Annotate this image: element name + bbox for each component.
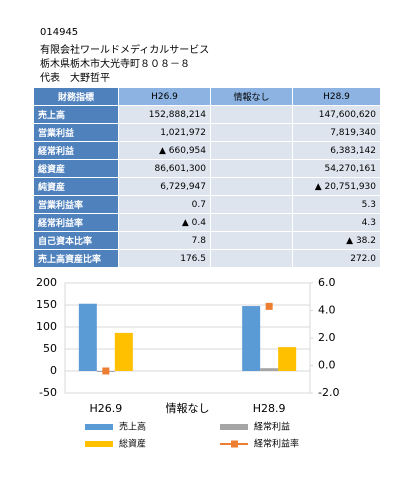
company: 有限会社ワールドメディカルサービス — [40, 45, 210, 56]
y-tick-label: 100 — [36, 320, 57, 333]
row-label: 自己資本比率 — [33, 231, 119, 250]
cell: 5.3 — [292, 195, 381, 214]
row-label: 営業利益率 — [33, 195, 119, 214]
bar — [78, 303, 97, 371]
cell: 1,021,972 — [118, 123, 211, 142]
financial-table: 財務指標 H26.9 情報なし H28.9 売上高 152,888,214 147,600,… — [33, 87, 381, 268]
legend-swatch — [85, 441, 113, 447]
cell — [210, 123, 293, 142]
cell: H28.9 — [292, 87, 381, 106]
y-tick-label: -50 — [39, 386, 57, 399]
cell: ▲ 660,954 — [118, 141, 211, 160]
legend-swatch — [220, 424, 248, 430]
y-tick-label: 50 — [43, 342, 57, 355]
cell: 152,888,214 — [118, 105, 211, 124]
row-label: 財務指標 — [33, 87, 119, 106]
cell: 54,270,161 — [292, 159, 381, 178]
row-label: 売上高 — [33, 105, 119, 124]
marker — [102, 367, 110, 375]
bar — [278, 347, 297, 371]
y2-tick-label: -2.0 — [318, 386, 339, 399]
cell: 0.7 — [118, 195, 211, 214]
legend-swatch — [231, 440, 238, 448]
cell: 情報なし — [210, 87, 293, 106]
marker — [265, 302, 273, 310]
row-label: 純資産 — [33, 177, 119, 196]
cell: 6,729,947 — [118, 177, 211, 196]
cell — [210, 177, 293, 196]
row-label: 経常利益率 — [33, 213, 119, 232]
cell: 176.5 — [118, 249, 211, 268]
chart: -50 0 50 100 150 200 -2.0 0.0 2.0 4.0 6.0 H26.9 情報なし… — [36, 276, 339, 450]
table-row: 純資産 6,729,947 ▲ 20,751,930 — [33, 177, 381, 196]
cell: ▲ 20,751,930 — [292, 177, 381, 196]
cell: 86,601,300 — [118, 159, 211, 178]
y2-tick-label: 0.0 — [318, 359, 336, 372]
y-tick-label: 150 — [36, 298, 57, 311]
legend-label: 経常利益 — [254, 421, 290, 433]
cell: 272.0 — [292, 249, 381, 268]
table-row: 営業利益率 0.7 5.3 — [33, 195, 381, 214]
cell: 7.8 — [118, 231, 211, 250]
cell: 6,383,142 — [292, 141, 381, 160]
bar — [260, 368, 279, 371]
table-row: 売上高 152,888,214 147,600,620 — [33, 105, 381, 124]
y-tick-label: 200 — [36, 276, 57, 289]
y2-tick-label: 2.0 — [318, 331, 336, 344]
cell — [210, 195, 293, 214]
x-tick-label: 情報なし — [166, 402, 210, 415]
cell — [210, 159, 293, 178]
table-row: 経常利益 ▲ 660,954 6,383,142 — [33, 141, 381, 160]
y2-tick-label: 6.0 — [318, 276, 336, 289]
table-row: 総資産 86,601,300 54,270,161 — [33, 159, 381, 178]
cell: ▲ 38.2 — [292, 231, 381, 250]
cell: ▲ 0.4 — [118, 213, 211, 232]
legend-label: 売上高 — [119, 421, 146, 433]
table-row: 営業利益 1,021,972 7,819,340 — [33, 123, 381, 142]
cell — [210, 231, 293, 250]
legend-label: 総資産 — [119, 438, 146, 450]
x-tick-label: H28.9 — [253, 402, 286, 415]
cell: 4.3 — [292, 213, 381, 232]
bar — [242, 306, 261, 371]
table-row: 売上高資産比率 176.5 272.0 — [33, 249, 381, 268]
address: 栃木県栃木市大光寺町８０８－８ — [40, 59, 190, 70]
row-label: 売上高資産比率 — [33, 249, 119, 268]
cell: H26.9 — [118, 87, 211, 106]
row-label: 総資産 — [33, 159, 119, 178]
table-row: 財務指標 H26.9 情報なし H28.9 — [33, 87, 381, 106]
code: 014945 — [40, 27, 79, 38]
cell — [210, 213, 293, 232]
cell — [210, 249, 293, 268]
bar — [114, 332, 133, 371]
table-row: 自己資本比率 7.8 ▲ 38.2 — [33, 231, 381, 250]
cell: 147,600,620 — [292, 105, 381, 124]
representative: 代表 大野哲平 — [40, 73, 110, 84]
cell — [210, 141, 293, 160]
row-label: 経常利益 — [33, 141, 119, 160]
cell — [210, 105, 293, 124]
plot-border — [64, 282, 311, 394]
y2-tick-label: 4.0 — [318, 304, 336, 317]
y-tick-label: 0 — [50, 364, 57, 377]
row-label: 営業利益 — [33, 123, 119, 142]
legend-label: 経常利益率 — [254, 438, 299, 450]
legend-swatch — [85, 424, 113, 430]
x-tick-label: H26.9 — [89, 402, 122, 415]
table-row: 経常利益率 ▲ 0.4 4.3 — [33, 213, 381, 232]
cell: 7,819,340 — [292, 123, 381, 142]
